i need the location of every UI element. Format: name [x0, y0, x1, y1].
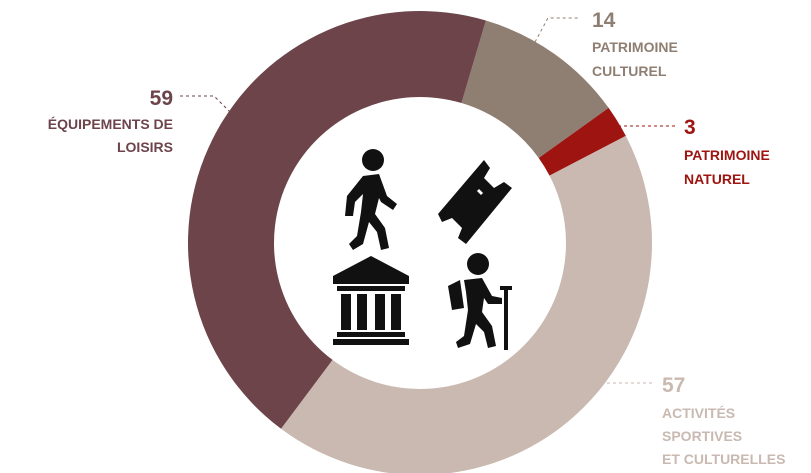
name-label-equipements-line-1: ÉQUIPEMENTS DE	[48, 116, 173, 132]
center-icons	[333, 149, 512, 350]
slice-label-equipements: 59 ÉQUIPEMENTS DE LOISIRS	[48, 87, 233, 155]
walking-person-icon	[345, 149, 397, 250]
slice-label-activites: 57 ACTIVITÉS SPORTIVES ET CULTURELLES	[607, 374, 785, 467]
leader-line-patrimoine-culturel	[534, 17, 580, 43]
value-label-activites: 57	[662, 374, 685, 397]
leader-line-equipements	[180, 95, 233, 115]
ticket-icon	[438, 160, 512, 244]
slice-label-patrimoine-naturel: 3 PATRIMOINE NATUREL	[612, 116, 770, 187]
donut-slice-patrimoine-culturel	[461, 20, 609, 158]
hiker-icon	[448, 253, 512, 350]
value-label-equipements: 59	[150, 87, 173, 110]
value-label-patrimoine-culturel: 14	[592, 9, 616, 32]
museum-building-icon	[333, 256, 409, 345]
name-label-activites-line-2: SPORTIVES	[662, 428, 742, 444]
name-label-patrimoine-naturel-line-2: NATUREL	[684, 171, 750, 187]
name-label-equipements-line-2: LOISIRS	[117, 139, 173, 155]
slice-labels: 14 PATRIMOINE CULTUREL 3 PATRIMOINE NATU…	[48, 9, 786, 467]
name-label-activites-line-3: ET CULTURELLES	[662, 451, 785, 467]
donut-slice-equipements-de-loisirs	[188, 11, 486, 429]
slice-label-patrimoine-culturel: 14 PATRIMOINE CULTUREL	[534, 9, 678, 79]
donut-slice-activites-sportives-et-culturelles	[281, 135, 652, 473]
name-label-patrimoine-culturel-line-1: PATRIMOINE	[592, 39, 678, 55]
name-label-activites-line-1: ACTIVITÉS	[662, 405, 735, 421]
name-label-patrimoine-culturel-line-2: CULTUREL	[592, 63, 667, 79]
donut-slice-patrimoine-naturel	[538, 107, 626, 176]
name-label-patrimoine-naturel-line-1: PATRIMOINE	[684, 147, 770, 163]
value-label-patrimoine-naturel: 3	[684, 116, 696, 139]
donut-slices	[188, 11, 652, 473]
